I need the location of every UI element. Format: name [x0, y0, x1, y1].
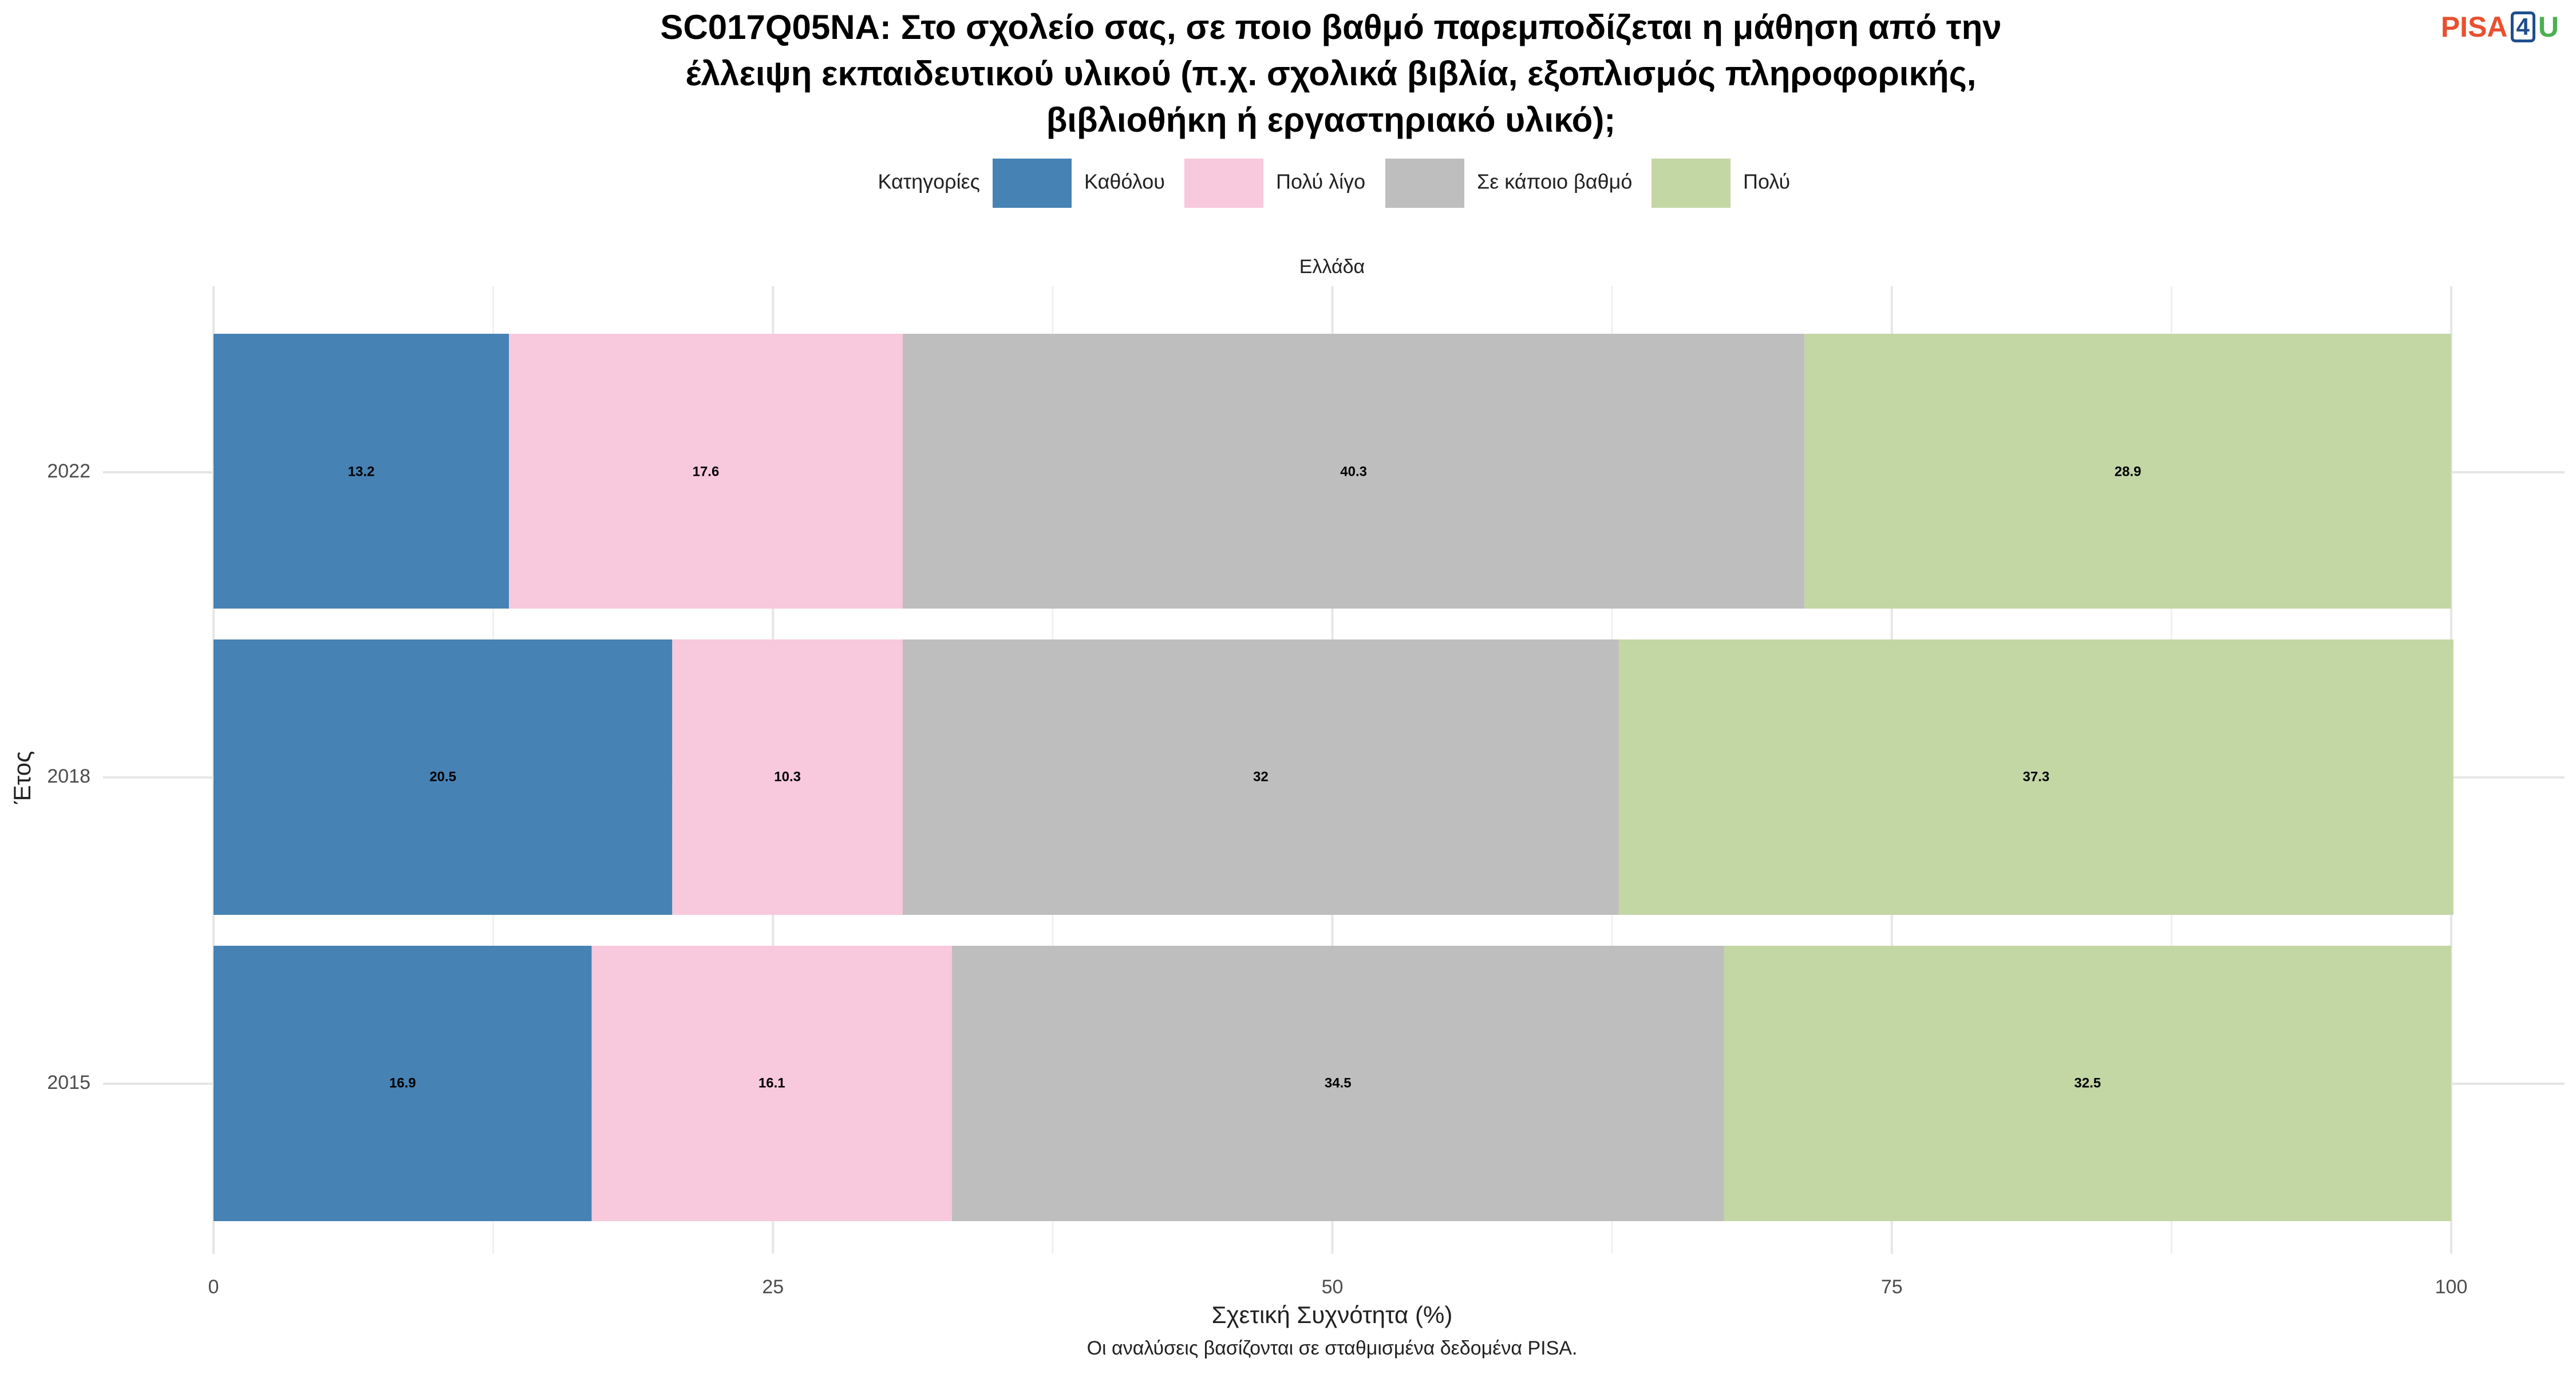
bar-segment	[902, 639, 1619, 915]
legend-label: Πολύ	[1743, 170, 1790, 194]
data-label: 34.5	[1325, 1075, 1352, 1091]
x-tick-label: 0	[208, 1276, 219, 1298]
y-tick-label: 2022	[47, 460, 90, 482]
x-tick-label: 25	[762, 1276, 784, 1298]
chart-title-line: SC017Q05NA: Στο σχολείο σας, σε ποιο βαθ…	[660, 8, 2001, 46]
data-label: 16.1	[758, 1075, 785, 1091]
chart-caption: Οι αναλύσεις βασίζονται σε σταθμισμένα δ…	[1087, 1337, 1578, 1359]
bar-segment	[1804, 334, 2451, 609]
bar-segment	[214, 946, 592, 1221]
legend-label: Καθόλου	[1084, 170, 1165, 194]
legend-label: Σε κάποιο βαθμό	[1477, 170, 1632, 194]
x-axis-title: Σχετική Συχνότητα (%)	[1212, 1301, 1453, 1328]
data-label: 32	[1253, 769, 1269, 784]
data-label: 20.5	[429, 769, 456, 784]
data-label: 13.2	[348, 464, 375, 479]
bar-segment	[672, 639, 903, 915]
x-tick-label: 75	[1881, 1276, 1903, 1298]
x-tick-label: 50	[1322, 1276, 1344, 1298]
y-tick-label: 2018	[47, 765, 90, 787]
legend-swatch	[1184, 159, 1263, 208]
y-tick-label: 2015	[47, 1072, 90, 1093]
data-label: 37.3	[2023, 769, 2050, 784]
bar-segment	[951, 946, 1724, 1221]
legend-swatch	[1385, 159, 1464, 208]
bar-segment	[1618, 639, 2453, 915]
x-tick-label: 100	[2435, 1276, 2468, 1298]
data-label: 17.6	[693, 464, 720, 479]
bar-segment	[214, 334, 509, 609]
data-label: 28.9	[2115, 464, 2142, 479]
data-label: 40.3	[1340, 464, 1367, 479]
y-axis-title: Έτος	[9, 751, 35, 805]
bar-segment	[508, 334, 903, 609]
legend-swatch	[1652, 159, 1730, 208]
data-label: 16.9	[389, 1075, 416, 1091]
bar-segment	[214, 639, 673, 915]
bar-segment	[902, 334, 1805, 609]
pisa4u-logo: PISA 4 U	[2440, 11, 2559, 43]
legend-swatch	[993, 159, 1072, 208]
chart-title-line: έλλειψη εκπαιδευτικού υλικού (π.χ. σχολι…	[686, 54, 1977, 93]
data-label: 10.3	[774, 769, 801, 784]
chart-title-line: βιβλιοθήκη ή εργαστηριακό υλικό);	[1046, 101, 1616, 139]
legend-title: Κατηγορίες	[878, 170, 980, 194]
bar-segment	[591, 946, 952, 1221]
facet-label: Ελλάδα	[1299, 256, 1365, 278]
bar-segment	[1724, 946, 2451, 1221]
legend-label: Πολύ λίγο	[1276, 170, 1365, 194]
data-label: 32.5	[2074, 1075, 2101, 1091]
